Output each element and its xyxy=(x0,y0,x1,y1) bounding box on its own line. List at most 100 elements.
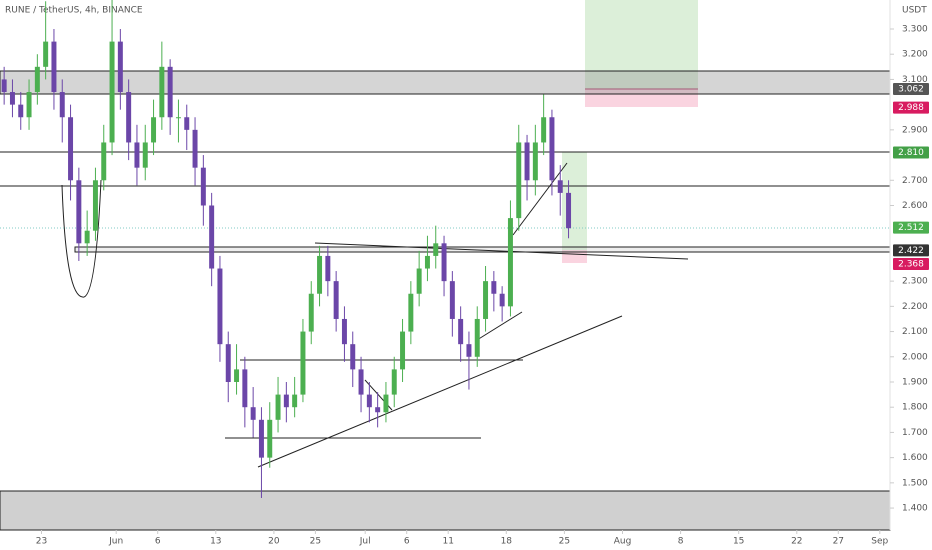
y-tick-label: 1.400 xyxy=(902,504,928,514)
candle-body xyxy=(541,117,547,143)
candle-body xyxy=(325,255,331,282)
candle-body xyxy=(209,205,215,269)
price-label-bg xyxy=(893,221,929,234)
candle-body xyxy=(134,142,140,168)
x-tick-label: Jun xyxy=(108,537,123,547)
x-tick-label: 11 xyxy=(442,537,453,547)
chart-title: RUNE / TetherUS, 4h, BINANCE xyxy=(5,6,143,16)
candle-body xyxy=(383,394,389,413)
candle-body xyxy=(18,104,24,118)
y-axis-label: USDT xyxy=(902,6,927,16)
candle-body xyxy=(292,394,298,408)
y-tick-label: 1.500 xyxy=(902,478,928,488)
candle-body xyxy=(441,243,447,282)
y-tick-label: 3.200 xyxy=(902,50,928,60)
candle-body xyxy=(126,92,132,143)
drawings xyxy=(0,0,891,531)
candle-body xyxy=(532,142,538,181)
stop-zone xyxy=(562,250,587,263)
candle-body xyxy=(350,344,356,370)
candle-body xyxy=(341,318,347,345)
y-tick-label: 1.800 xyxy=(902,403,928,413)
candle-body xyxy=(507,218,513,307)
candle-body xyxy=(225,344,231,382)
y-tick-label: 1.700 xyxy=(902,428,928,438)
price-label: 2.422 xyxy=(898,246,924,256)
price-label: 2.512 xyxy=(898,223,924,233)
candle-body xyxy=(424,255,430,269)
y-tick-label: 1.900 xyxy=(902,377,928,387)
candle-body xyxy=(92,180,98,231)
support-box xyxy=(74,246,891,253)
support-zone xyxy=(0,490,891,531)
candle-body xyxy=(458,318,464,345)
candle-body xyxy=(34,66,40,93)
candle-body xyxy=(175,117,181,119)
price-label-bg xyxy=(893,83,929,96)
candle-body xyxy=(283,394,289,408)
candle-body xyxy=(449,281,455,319)
y-tick-label: 3.300 xyxy=(902,24,928,34)
price-label-bg xyxy=(893,244,929,257)
x-tick-label: Aug xyxy=(614,537,632,547)
candle-body xyxy=(68,117,74,181)
target-zone xyxy=(585,0,698,89)
candle-body xyxy=(59,92,65,118)
candle-body xyxy=(557,180,563,193)
y-tick-label: 3.100 xyxy=(902,75,928,85)
candle-body xyxy=(76,180,82,244)
candle-body xyxy=(499,293,505,307)
candle-body xyxy=(366,394,372,408)
price-label: 2.810 xyxy=(898,148,924,158)
y-tick-label: 2.000 xyxy=(902,352,928,362)
price-label: 3.062 xyxy=(898,85,924,95)
candle-body xyxy=(433,243,439,256)
candle-body xyxy=(142,142,148,168)
candle-body xyxy=(1,79,7,93)
candle-body xyxy=(109,41,115,143)
candle-body xyxy=(566,192,572,229)
candle-body xyxy=(317,255,323,294)
x-tick-label: 13 xyxy=(210,537,221,547)
trend-line xyxy=(257,315,623,468)
candle-body xyxy=(308,293,314,332)
candle-body xyxy=(234,369,240,382)
candle-body xyxy=(258,419,264,458)
x-tick-label: 23 xyxy=(36,537,47,547)
candle-body xyxy=(416,268,422,294)
candle-body xyxy=(43,41,49,67)
candle-body xyxy=(159,66,165,118)
resistance-zone xyxy=(0,70,891,95)
candle-body xyxy=(391,369,397,395)
price-label: 2.988 xyxy=(898,103,924,113)
candle-body xyxy=(151,117,157,143)
candle-body xyxy=(9,92,15,105)
candle-body xyxy=(242,369,248,408)
candle-body xyxy=(375,407,381,413)
candle-body xyxy=(250,407,256,420)
price-label-bg xyxy=(893,101,929,114)
x-tick-label: 27 xyxy=(833,537,844,547)
x-tick-label: 15 xyxy=(733,537,744,547)
x-tick-label: 22 xyxy=(791,537,802,547)
candle-body xyxy=(217,268,223,345)
candle-body xyxy=(474,318,480,357)
candle-body xyxy=(26,92,32,118)
x-tick-label: 25 xyxy=(310,537,321,547)
candle-body xyxy=(549,117,555,181)
candle-body xyxy=(483,281,489,319)
candle-body xyxy=(400,331,406,370)
price-label-bg xyxy=(893,146,929,159)
y-tick-label: 2.700 xyxy=(902,176,928,186)
candle-body xyxy=(267,419,273,458)
y-tick-label: 2.300 xyxy=(902,277,928,287)
x-tick-label: Jul xyxy=(359,537,371,547)
candle-body xyxy=(300,331,306,395)
x-tick-label: Sep xyxy=(871,537,888,547)
candle-body xyxy=(117,41,123,93)
candle-body xyxy=(524,142,530,181)
y-tick-label: 2.900 xyxy=(902,125,928,135)
y-tick-label: 1.600 xyxy=(902,453,928,463)
trend-line xyxy=(476,311,523,341)
